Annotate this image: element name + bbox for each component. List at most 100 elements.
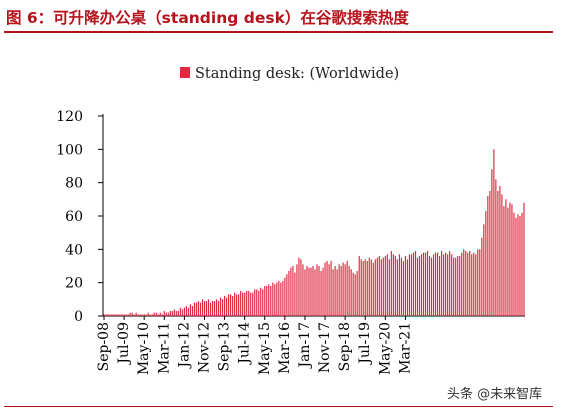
bar bbox=[312, 266, 314, 316]
bar bbox=[362, 261, 364, 316]
bar bbox=[326, 261, 328, 316]
bar bbox=[477, 249, 479, 316]
bar bbox=[479, 249, 481, 316]
bars bbox=[103, 149, 525, 316]
bar bbox=[215, 299, 218, 316]
bar bbox=[167, 312, 169, 316]
bar bbox=[300, 259, 302, 316]
bar bbox=[171, 311, 173, 316]
bar bbox=[276, 282, 278, 316]
bar bbox=[177, 311, 179, 316]
bar bbox=[254, 289, 256, 316]
bar bbox=[211, 301, 214, 316]
bar bbox=[340, 266, 342, 316]
bar bbox=[161, 314, 163, 316]
bar bbox=[449, 251, 451, 316]
bar bbox=[334, 266, 336, 316]
y-tick-label: 40 bbox=[65, 242, 83, 258]
bar bbox=[179, 307, 181, 316]
bar bbox=[426, 251, 429, 316]
bar bbox=[133, 314, 135, 316]
bar bbox=[366, 261, 368, 316]
bar bbox=[129, 312, 131, 316]
bar bbox=[336, 269, 338, 316]
bar bbox=[221, 299, 224, 316]
bar bbox=[342, 262, 344, 316]
bar bbox=[270, 286, 272, 316]
bar bbox=[123, 314, 125, 316]
y-tick-label: 120 bbox=[56, 109, 83, 125]
bar bbox=[523, 202, 525, 316]
bar bbox=[404, 256, 407, 316]
bar bbox=[354, 274, 356, 316]
bar bbox=[434, 252, 437, 316]
bar bbox=[338, 264, 340, 316]
bar bbox=[131, 312, 133, 316]
bar bbox=[469, 251, 471, 316]
bar bbox=[234, 292, 236, 316]
bar bbox=[382, 257, 384, 316]
bar bbox=[310, 267, 312, 316]
bar bbox=[408, 254, 411, 316]
legend-label: Standing desk: (Worldwide) bbox=[195, 66, 399, 82]
bar bbox=[228, 294, 230, 316]
bar bbox=[185, 306, 187, 316]
bar bbox=[286, 274, 288, 316]
bar bbox=[223, 296, 226, 316]
y-tick-label: 20 bbox=[65, 276, 83, 292]
bar bbox=[386, 254, 388, 316]
bar bbox=[246, 291, 248, 316]
bar bbox=[145, 314, 147, 316]
bar bbox=[316, 264, 318, 316]
y-tick-label: 60 bbox=[65, 209, 83, 225]
bar bbox=[213, 301, 216, 316]
bar bbox=[266, 286, 268, 316]
bar bbox=[157, 314, 159, 316]
bar bbox=[370, 259, 372, 316]
bar bbox=[236, 294, 238, 316]
bar bbox=[197, 301, 200, 316]
bar bbox=[111, 314, 113, 316]
bar bbox=[392, 254, 394, 316]
bar bbox=[505, 199, 507, 316]
bar bbox=[398, 254, 400, 316]
bar bbox=[199, 302, 202, 316]
y-tick-label: 80 bbox=[65, 176, 83, 192]
bar bbox=[509, 202, 511, 316]
bar bbox=[169, 311, 171, 316]
x-tick-label: Jul-09 bbox=[116, 322, 132, 366]
bar bbox=[322, 267, 324, 316]
bar bbox=[238, 294, 240, 316]
bar bbox=[511, 204, 513, 316]
bar bbox=[193, 302, 196, 316]
bar bbox=[451, 254, 453, 316]
bar bbox=[453, 257, 455, 316]
bar bbox=[288, 271, 290, 316]
bar bbox=[195, 302, 198, 316]
bar bbox=[481, 237, 483, 316]
x-tick-label: Mar-16 bbox=[277, 322, 293, 374]
bar bbox=[115, 314, 117, 316]
bar bbox=[217, 301, 220, 316]
bar bbox=[360, 259, 362, 316]
bar bbox=[517, 214, 519, 316]
bar bbox=[414, 251, 417, 316]
bar bbox=[441, 251, 443, 316]
bar bbox=[507, 207, 509, 316]
bar bbox=[159, 312, 161, 316]
bar bbox=[402, 261, 405, 316]
bar bbox=[396, 259, 398, 316]
bar bbox=[260, 287, 262, 316]
bar bbox=[272, 282, 274, 316]
bar bbox=[320, 271, 322, 316]
bar bbox=[302, 264, 304, 316]
x-tick-label: May-20 bbox=[377, 322, 393, 375]
bar bbox=[521, 212, 523, 316]
bar bbox=[400, 257, 402, 316]
bar bbox=[493, 149, 495, 316]
bar bbox=[420, 254, 423, 316]
bar bbox=[125, 314, 127, 316]
bar bbox=[173, 309, 175, 316]
bar bbox=[356, 271, 358, 316]
